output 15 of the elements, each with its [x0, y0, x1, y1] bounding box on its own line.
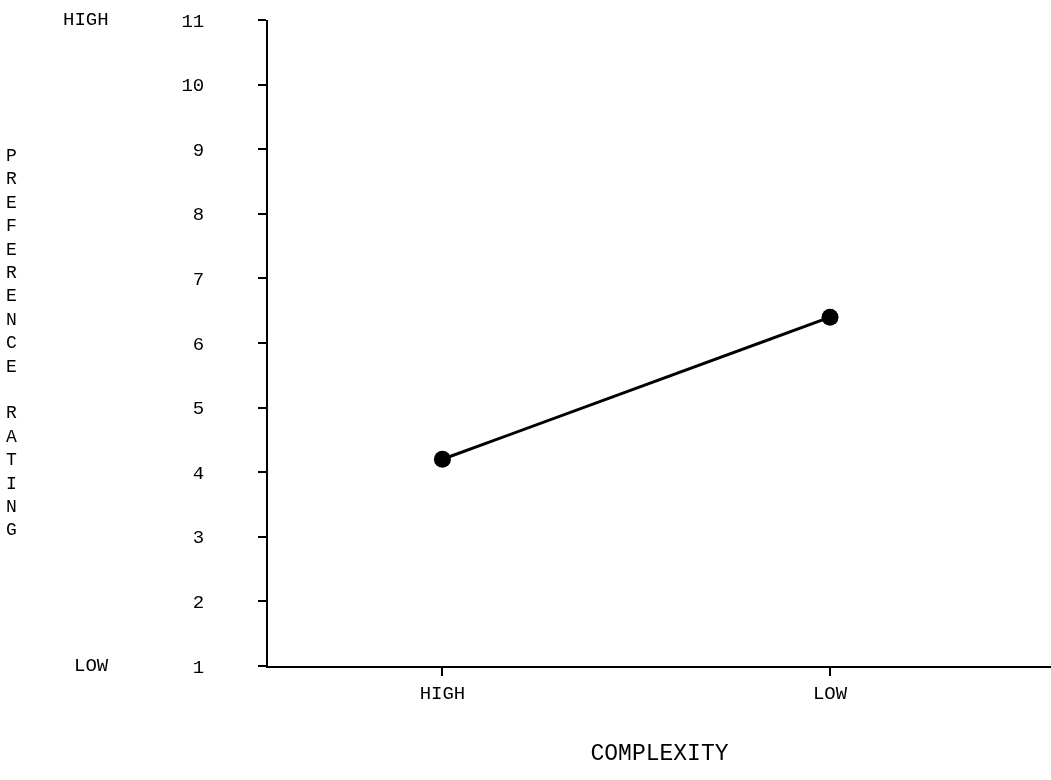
y-tick-label: 4: [192, 462, 205, 485]
text: PREFERENCE RATING: [6, 146, 17, 541]
y-tick-label: 6: [192, 333, 205, 356]
text: LOW: [74, 655, 109, 677]
y-tick-label: 9: [192, 139, 205, 162]
y-tick-label: 1: [192, 656, 205, 679]
y-tick-label: 8: [192, 204, 205, 227]
y-tick-label: 11: [181, 10, 205, 33]
x-axis-title: COMPLEXITY: [590, 740, 729, 767]
y-tick-label: 3: [192, 527, 205, 550]
y-tick-label: 5: [192, 398, 205, 421]
y-tick-label: 10: [181, 75, 205, 98]
y-tick-label: 2: [192, 592, 205, 615]
text: HIGH: [63, 9, 109, 31]
y-tick-label: 7: [192, 269, 205, 292]
